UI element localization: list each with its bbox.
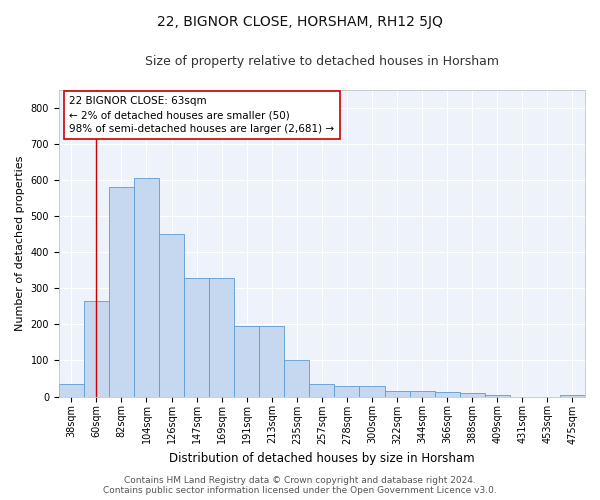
Bar [334, 386, 359, 396]
Bar [234, 326, 259, 396]
Y-axis label: Number of detached properties: Number of detached properties [15, 156, 25, 331]
Bar [359, 386, 385, 396]
Bar [410, 391, 434, 396]
X-axis label: Distribution of detached houses by size in Horsham: Distribution of detached houses by size … [169, 452, 475, 465]
Bar [259, 326, 284, 396]
Bar [84, 301, 109, 396]
Bar [460, 393, 485, 396]
Bar [434, 392, 460, 396]
Bar [184, 278, 209, 396]
Bar [209, 278, 234, 396]
Bar [109, 188, 134, 396]
Bar [159, 234, 184, 396]
Bar [385, 391, 410, 396]
Title: Size of property relative to detached houses in Horsham: Size of property relative to detached ho… [145, 55, 499, 68]
Text: Contains HM Land Registry data © Crown copyright and database right 2024.
Contai: Contains HM Land Registry data © Crown c… [103, 476, 497, 495]
Bar [284, 360, 310, 396]
Bar [560, 394, 585, 396]
Bar [485, 394, 510, 396]
Text: 22, BIGNOR CLOSE, HORSHAM, RH12 5JQ: 22, BIGNOR CLOSE, HORSHAM, RH12 5JQ [157, 15, 443, 29]
Text: 22 BIGNOR CLOSE: 63sqm
← 2% of detached houses are smaller (50)
98% of semi-deta: 22 BIGNOR CLOSE: 63sqm ← 2% of detached … [70, 96, 334, 134]
Bar [59, 384, 84, 396]
Bar [134, 178, 159, 396]
Bar [310, 384, 334, 396]
